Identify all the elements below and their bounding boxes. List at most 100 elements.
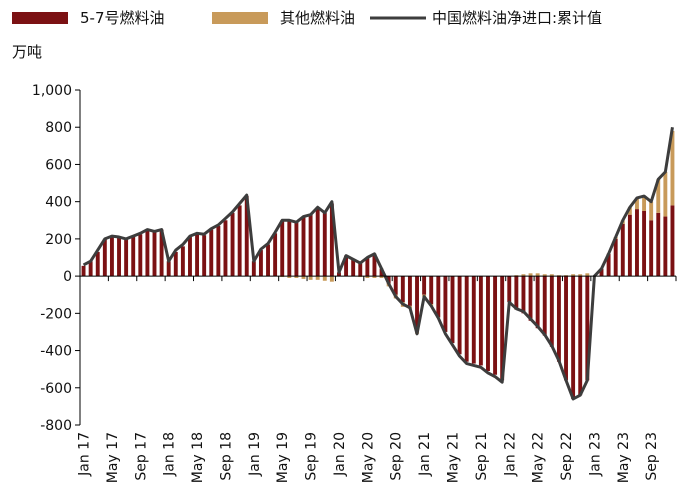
bar-fuel57 [315, 207, 320, 277]
y-tick-label: 200 [45, 232, 72, 248]
series-line-net-import [82, 126, 674, 401]
x-tick-label: May 19 [275, 432, 291, 483]
bar-other [379, 276, 384, 278]
bar-fuel57 [180, 246, 185, 277]
bar-fuel57 [372, 253, 377, 277]
bar-other [521, 274, 526, 277]
bar-fuel57 [351, 259, 356, 277]
bar-fuel57 [329, 203, 334, 277]
bar-other [294, 276, 299, 278]
bar-fuel57 [294, 222, 299, 277]
bar-fuel57 [635, 209, 639, 277]
y-tick-label: -400 [40, 344, 72, 360]
x-tick-label: Sep 21 [474, 432, 490, 481]
bar-fuel57 [159, 229, 164, 277]
bar-fuel57 [188, 237, 192, 277]
bar-other [656, 179, 661, 213]
x-tick-label: Sep 22 [559, 432, 575, 481]
bar-fuel57 [237, 205, 242, 277]
bar-fuel57 [280, 220, 285, 277]
bar-other [663, 171, 668, 217]
bar-fuel57 [251, 261, 256, 277]
y-tick-label: 1,000 [32, 83, 72, 99]
y-tick-label: 400 [45, 195, 72, 211]
x-tick-label: Sep 19 [304, 432, 320, 481]
plot-area: -800 -600 -400 -200 0 200 400 600 800 1,000 Jan 17… [32, 83, 677, 483]
bar-other [315, 276, 320, 280]
bar-fuel57 [535, 276, 540, 329]
bar-fuel57 [117, 237, 121, 277]
bar-fuel57 [81, 265, 86, 277]
bar-other [301, 276, 306, 279]
bar-fuel57 [131, 236, 136, 277]
bar-fuel57 [542, 276, 547, 336]
bar-fuel57 [436, 276, 441, 318]
bar-fuel57 [102, 238, 107, 277]
x-tick-label: May 22 [531, 432, 547, 483]
bar-fuel57 [521, 276, 526, 314]
bar-fuel57 [429, 276, 434, 305]
x-tick-label: May 23 [616, 432, 632, 483]
bar-fuel57 [173, 251, 178, 277]
bar-fuel57 [627, 214, 632, 277]
bar-fuel57 [358, 263, 363, 277]
bar-fuel57 [415, 276, 419, 332]
y-tick-label: -800 [40, 418, 72, 434]
x-tick-label: Sep 20 [389, 432, 405, 481]
x-tick-label: Sep 18 [218, 432, 234, 481]
bar-fuel57 [450, 276, 455, 344]
bar-other [627, 207, 632, 215]
bar-fuel57 [365, 257, 370, 277]
bar-fuel57 [230, 212, 235, 277]
bar-other [635, 197, 639, 210]
bar-fuel57 [195, 233, 200, 277]
bar-fuel57 [301, 216, 306, 277]
x-tick-label: Jan 20 [332, 432, 348, 477]
bar-fuel57 [457, 276, 462, 355]
bar-other [585, 273, 590, 277]
bar-fuel57 [613, 238, 618, 277]
x-tick-label: Jan 23 [587, 432, 603, 477]
x-tick-label: May 21 [446, 432, 462, 483]
bar-other [571, 274, 576, 277]
y-tick-label: 600 [45, 157, 72, 173]
bar-other [670, 130, 675, 206]
bar-other [322, 276, 327, 281]
bar-fuel57 [500, 276, 505, 381]
bar-fuel57 [308, 214, 313, 277]
bar-fuel57 [528, 276, 533, 321]
x-tick-label: Jan 19 [247, 432, 263, 477]
bar-fuel57 [344, 255, 349, 277]
bar-fuel57 [642, 210, 647, 277]
y-tick-label: 800 [45, 120, 72, 136]
bar-fuel57 [266, 244, 270, 277]
bar-fuel57 [422, 276, 427, 295]
x-tick-label: Jan 18 [162, 432, 178, 477]
bar-other [372, 276, 377, 278]
bar-fuel57 [478, 276, 483, 366]
bar-fuel57 [287, 220, 292, 277]
y-tick-label: -200 [40, 306, 72, 322]
y-tick-label: 0 [63, 269, 72, 285]
bar-other [649, 201, 654, 221]
bar-fuel57 [124, 238, 129, 277]
bar-fuel57 [258, 250, 263, 277]
bar-fuel57 [670, 205, 675, 277]
bar-other [329, 276, 334, 282]
bar-fuel57 [564, 276, 568, 381]
legend: 5-7号燃料油 其他燃料油 中国燃料油净进口:累计值 [12, 9, 602, 27]
bar-fuel57 [443, 276, 448, 332]
x-tick-label: May 18 [190, 432, 206, 483]
legend-swatch-other [212, 12, 268, 24]
bar-fuel57 [152, 232, 157, 277]
bar-fuel57 [620, 224, 625, 277]
y-axis-unit-label: 万吨 [12, 43, 42, 61]
bar-other [549, 274, 554, 277]
bar-fuel57 [507, 276, 512, 303]
x-tick-label: May 20 [360, 432, 376, 483]
x-tick-label: May 17 [105, 432, 121, 483]
bar-fuel57 [407, 276, 412, 306]
bar-other [535, 273, 540, 277]
bar-fuel57 [471, 276, 476, 364]
